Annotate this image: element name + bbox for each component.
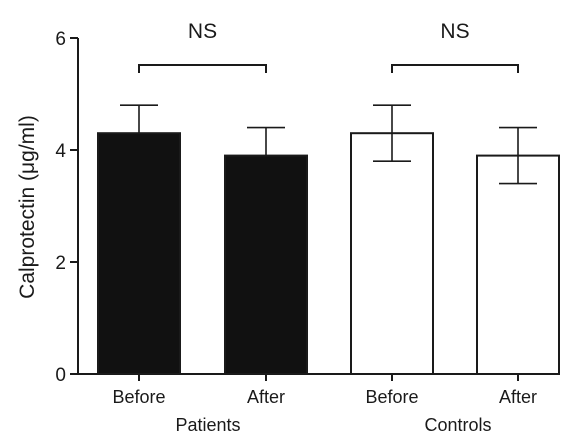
- x-group-label: Controls: [424, 415, 491, 435]
- bar: [476, 154, 560, 375]
- y-tick-label: 0: [55, 365, 66, 386]
- x-group-label: Patients: [175, 415, 240, 435]
- x-category-label: After: [499, 387, 537, 407]
- bar: [350, 132, 434, 375]
- y-tick-label: 2: [55, 253, 66, 274]
- x-category-label: Before: [112, 387, 165, 407]
- significance-bracket: [138, 64, 267, 73]
- x-category-label: Before: [365, 387, 418, 407]
- significance-label: NS: [440, 20, 469, 43]
- bar: [224, 154, 308, 375]
- significance-bracket: [391, 64, 519, 73]
- x-category-label: After: [247, 387, 285, 407]
- y-axis-label: Calprotectin (μg/ml): [16, 115, 39, 299]
- labels: Before After Patients NS Before After Controls…: [112, 20, 537, 435]
- y-tick-label: 6: [55, 29, 66, 50]
- bars: [97, 104, 560, 375]
- significance-label: NS: [188, 20, 217, 43]
- y-tick-label: 4: [55, 141, 66, 162]
- bar: [97, 132, 181, 375]
